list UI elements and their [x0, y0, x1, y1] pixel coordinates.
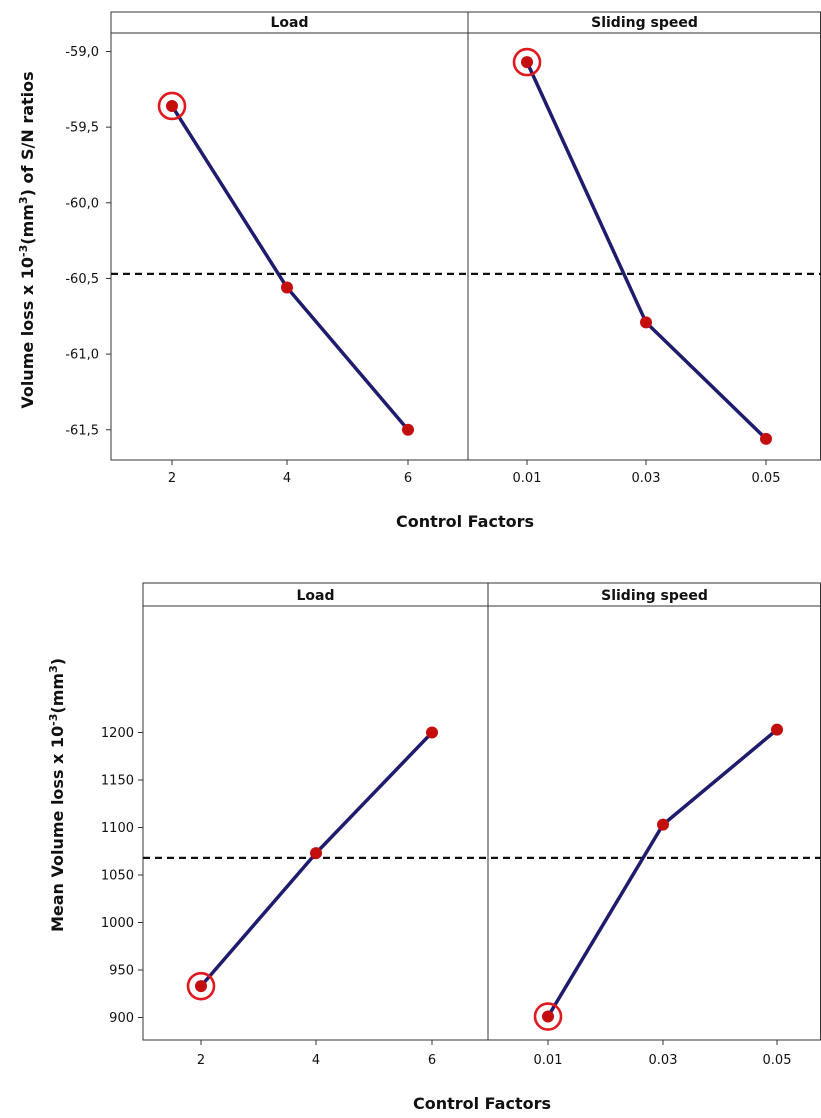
panel-title: Sliding speed — [591, 15, 698, 31]
y-axis-title-text: Volume loss x 10 — [18, 257, 37, 409]
y-axis-title-text: (mm — [48, 673, 67, 714]
panel-sliding-speed: Sliding speed 0.01 0.03 0.05 — [513, 15, 781, 486]
x-tick-label: 2 — [197, 1053, 205, 1068]
x-tick-label: 0.01 — [513, 471, 542, 486]
highlight-ring — [186, 971, 216, 1001]
highlight-ring — [512, 47, 542, 77]
data-point — [310, 847, 322, 860]
x-tick-label: 6 — [404, 471, 412, 486]
y-tick-label: 1050 — [101, 869, 134, 884]
series-line — [170, 105, 410, 431]
y-tick-label: -60,5 — [65, 272, 99, 287]
y-tick-label: -61,5 — [65, 423, 99, 438]
x-tick-label: 0.03 — [632, 471, 661, 486]
data-point — [771, 723, 783, 736]
highlight-ring — [533, 1002, 563, 1031]
panel-load: Load 2 4 6 — [186, 588, 438, 1068]
data-point — [426, 726, 438, 739]
data-point — [281, 281, 293, 294]
series-line — [546, 728, 779, 1018]
y-axis-title: Volume loss x 10-3(mm3) of S/N ratios — [17, 71, 38, 408]
data-point — [657, 818, 669, 831]
plot-frame — [142, 582, 821, 1041]
y-tick-label: -59,0 — [65, 45, 99, 60]
y-axis-title-text: ) of S/N ratios — [18, 71, 37, 196]
data-point — [166, 99, 178, 112]
data-point — [640, 316, 652, 329]
y-axis-title-text: Mean Volume loss x 10 — [48, 726, 67, 932]
series-line — [525, 61, 768, 441]
x-tick-label: 0.05 — [763, 1053, 792, 1068]
y-axis-title-superscript: -3 — [47, 714, 60, 726]
y-tick-label: 950 — [109, 964, 134, 979]
panel-title: Load — [296, 588, 334, 604]
x-axis-title: Control Factors — [413, 1094, 551, 1113]
x-tick-label: 4 — [312, 1053, 320, 1068]
x-tick-label: 0.05 — [752, 471, 781, 486]
data-point — [542, 1010, 554, 1023]
x-tick-label: 2 — [168, 471, 176, 486]
y-tick-label: -59,5 — [65, 121, 99, 136]
y-tick-label: 1000 — [101, 916, 134, 931]
data-point — [195, 980, 207, 993]
y-tick-label: 1200 — [101, 726, 134, 741]
y-tick-label: 1150 — [101, 774, 134, 789]
data-point — [521, 56, 533, 69]
x-tick-label: 0.03 — [649, 1053, 678, 1068]
x-axis-title: Control Factors — [396, 512, 534, 531]
chart-2: 900 950 1000 1050 1100 1150 1200 Load 2 4 6 Sliding… — [47, 582, 821, 1113]
chart-1: -59,0 -59,5 -60,0 -60,5 -61,0 -61,5 Load 2 4 6 Sli… — [17, 11, 821, 531]
data-point — [402, 423, 414, 436]
data-point — [760, 432, 772, 445]
highlight-ring — [157, 91, 187, 121]
panel-title: Load — [270, 15, 308, 31]
y-axis-title-superscript: 3 — [47, 665, 60, 673]
y-tick-label: -60,0 — [65, 196, 99, 211]
y-tick-label: -61,0 — [65, 348, 99, 363]
x-tick-label: 6 — [428, 1053, 436, 1068]
series-line — [199, 731, 434, 988]
panel-sliding-speed: Sliding speed 0.01 0.03 0.05 — [534, 588, 792, 1068]
x-tick-label: 4 — [283, 471, 291, 486]
panel-title: Sliding speed — [601, 588, 708, 604]
y-axis-title-superscript: 3 — [17, 196, 30, 204]
y-tick-label: 900 — [109, 1011, 134, 1026]
y-tick-label: 1100 — [101, 821, 134, 836]
plot-frame — [110, 11, 821, 461]
y-axis-title-text: ) — [48, 658, 67, 665]
y-axis-title: Mean Volume loss x 10-3(mm3) — [47, 658, 68, 932]
y-axis-title-text: (mm — [18, 204, 37, 245]
y-axis-title-superscript: -3 — [17, 245, 30, 257]
x-tick-label: 0.01 — [534, 1053, 563, 1068]
panel-load: Load 2 4 6 — [157, 15, 414, 486]
